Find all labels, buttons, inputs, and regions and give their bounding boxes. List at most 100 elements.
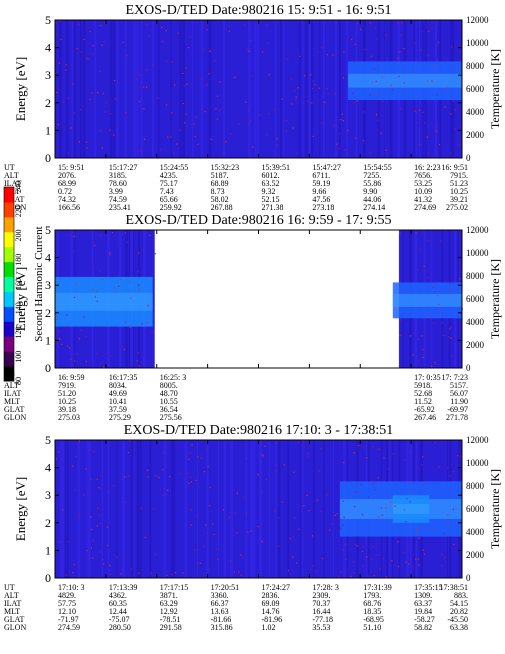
noise-speck [370,55,373,57]
texture-streak [319,20,321,158]
noise-speck [89,99,91,101]
noise-speck [223,138,225,141]
y2-tick-label: 2000 [466,550,485,560]
texture-streak [107,440,110,578]
noise-speck [255,25,257,27]
texture-streak [101,440,104,578]
noise-speck [99,70,101,72]
colorbar-segment [4,216,14,233]
noise-speck [397,22,399,24]
texture-streak [133,440,135,578]
ephemeris-value: 280.50 [109,623,131,632]
noise-speck [440,240,442,242]
noise-speck [245,512,247,514]
noise-speck [90,478,92,481]
ephemeris-value: -58.27 [414,615,435,624]
ephemeris-value: 58.82 [414,623,432,632]
noise-speck [431,528,433,531]
noise-speck [340,527,342,530]
noise-speck [331,523,333,526]
noise-speck [366,556,368,558]
noise-speck [375,27,377,29]
noise-speck [294,517,296,519]
noise-speck [209,50,211,52]
texture-streak [157,20,160,158]
chart-title: EXOS-D/TED Date:980216 17:10: 3 - 17:38:… [124,423,393,438]
noise-speck [188,482,190,484]
noise-speck [252,75,254,77]
texture-streak [338,20,342,158]
noise-speck [353,506,356,508]
noise-speck [60,38,62,40]
noise-speck [129,326,131,328]
noise-speck [257,526,259,528]
noise-speck [229,560,232,562]
noise-speck [354,43,356,45]
noise-speck [161,26,163,28]
noise-speck [61,343,63,345]
noise-speck [213,534,215,536]
noise-speck [233,76,236,79]
noise-speck [195,479,197,481]
noise-speck [356,545,358,547]
texture-streak [250,440,254,578]
noise-speck [355,491,357,493]
ephemeris-row-label: GLAT [4,615,25,624]
texture-streak [256,20,259,158]
noise-speck [321,46,323,49]
y-tick-label: 1 [45,543,51,557]
colorbar-segment [4,246,14,263]
noise-speck [73,360,76,362]
ephemeris-value: 53.25 [414,179,432,188]
ephemeris-value: -77.18 [312,615,333,624]
noise-speck [102,559,104,561]
colorbar-tick-label: 180 [14,254,23,266]
ephemeris-value: 6012. [262,171,280,180]
noise-speck [99,270,101,272]
noise-speck [289,538,291,540]
noise-speck [403,47,405,50]
noise-speck [397,57,399,60]
noise-speck [387,468,390,470]
noise-speck [92,557,94,559]
noise-speck [296,562,298,564]
noise-speck [138,101,141,103]
ephemeris-value: 11.52 [414,397,432,406]
noise-speck [406,498,408,500]
noise-speck [249,39,252,41]
texture-streak [130,440,134,578]
ephemeris-value: 17:38:51 [440,583,468,592]
noise-speck [361,550,363,553]
noise-speck [114,98,116,100]
noise-speck [299,55,301,58]
noise-speck [439,313,442,315]
ephemeris-value: 52.15 [262,195,280,204]
noise-speck [92,451,95,453]
y-tick-label: 3 [45,278,51,292]
texture-streak [64,440,67,578]
noise-speck [276,138,278,140]
ephemeris-row-label: MLT [4,607,20,616]
ephemeris-value: 10.55 [160,397,178,406]
noise-speck [431,27,433,29]
noise-speck [434,361,436,364]
noise-speck [206,449,208,451]
noise-speck [287,58,289,60]
noise-speck [304,75,306,77]
ephemeris-value: 5157. [450,381,468,390]
noise-speck [56,318,58,320]
colorbar-tick-label: 120 [14,327,23,339]
noise-speck [94,244,96,246]
noise-speck [248,50,250,53]
noise-speck [338,133,340,135]
noise-speck [162,494,164,497]
noise-speck [311,88,314,90]
noise-speck [113,485,115,487]
noise-speck [424,553,426,555]
noise-speck [311,102,313,104]
ephemeris-row-label: GLON [4,203,26,212]
noise-speck [240,554,242,556]
ephemeris-value: 273.18 [312,203,334,212]
ephemeris-value: 16: 9:59 [58,373,84,382]
noise-speck [437,41,440,43]
